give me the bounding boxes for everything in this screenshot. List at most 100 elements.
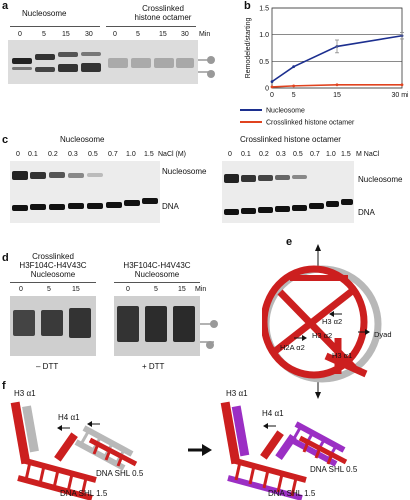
panel-f-diagram: H3 α1 H4 α1 DNA SHL 0.5 DNA SHL 1.5 [10, 389, 358, 500]
label-right-shl15: DNA SHL 1.5 [268, 489, 316, 498]
helix-red [324, 352, 368, 378]
nucleosome-icon [207, 70, 215, 78]
helix-h3a1 [220, 401, 241, 465]
data-point [292, 65, 296, 69]
gel-band [275, 175, 290, 180]
panel-a-group1-title: Nucleosome [22, 9, 67, 18]
gel-band [49, 204, 65, 210]
panel-a-bracket-right [106, 26, 196, 27]
gel-band [309, 203, 324, 209]
series-line [271, 84, 402, 88]
panel-c-left-label-bottom: DNA [162, 202, 179, 211]
gel-band [35, 54, 55, 60]
legend-label: Crosslinked histone octamer [266, 120, 355, 127]
y-tick-label: 1.0 [259, 32, 269, 39]
dna-ring-red [262, 265, 368, 379]
panel-c-left-lane: 1.5 [144, 151, 154, 158]
gel-band [35, 67, 55, 72]
y-tick-label: 0.5 [259, 59, 269, 66]
series-line [271, 34, 403, 83]
helix-h4a1 [260, 430, 284, 460]
panel-d-bracket-left [10, 282, 96, 283]
panel-d-left-title-line3: Nucleosome [30, 270, 76, 279]
panel-d-nucleosome-icons [200, 320, 218, 349]
label-right-shl05: DNA SHL 0.5 [310, 465, 358, 474]
label-h3a2: H3 α2 [322, 317, 342, 326]
gel-band [58, 64, 78, 72]
panel-c-left-lane: 0.1 [28, 151, 38, 158]
gel-band [30, 204, 46, 210]
y-tick-label: 1.5 [259, 6, 269, 13]
data-point [270, 85, 274, 89]
helix-grey [22, 405, 39, 453]
panel-a-gel [8, 40, 198, 84]
helix-h4a1 [54, 432, 78, 462]
panel-c-right-lane: 0.7 [310, 151, 320, 158]
arrow-head-icon [329, 311, 334, 317]
panel-e-label: e [286, 236, 293, 248]
panel-c-left-lane: 0.5 [88, 151, 98, 158]
panel-c-left-label-top: Nucleosome [162, 167, 207, 176]
panel-b-label: b [244, 0, 251, 12]
gel-band [176, 58, 194, 68]
gel-band [41, 310, 63, 336]
arrow-head-icon [315, 392, 321, 399]
panel-c-right-lane: 0.1 [241, 151, 251, 158]
panel-a-bracket-left [10, 26, 100, 27]
arrow-head-icon [302, 335, 307, 341]
gel-band [154, 58, 174, 68]
label-right-h4a1: H4 α1 [262, 409, 284, 418]
panel-c-right-lane: 0.3 [276, 151, 286, 158]
panel-a-lane: 0 [18, 31, 22, 38]
panel-c-left-lane: 0.3 [68, 151, 78, 158]
panel-a-nucleosome-icons [198, 56, 215, 78]
gel-band [12, 171, 28, 180]
gel-band [12, 58, 32, 64]
panel-d-right-title-line2: Nucleosome [134, 270, 180, 279]
nucleosome-icon [210, 320, 218, 328]
dna-ladder-red [227, 457, 307, 500]
panel-c-right-gel [222, 161, 354, 223]
gel-band [275, 206, 290, 212]
panel-d-right-lane: 5 [154, 286, 158, 293]
helix-red [271, 285, 359, 355]
arrow-head-icon [263, 423, 268, 429]
gel-band [58, 52, 78, 57]
panel-c-right-lane: 1.0 [326, 151, 336, 158]
gel-band [69, 308, 91, 338]
gel-band [87, 173, 103, 177]
panel-c-right-lane: 0.2 [259, 151, 269, 158]
gel-band [124, 200, 140, 206]
gel-band [142, 198, 158, 204]
label-left-h4a1: H4 α1 [58, 413, 80, 422]
x-tick-label: 30 min [391, 92, 408, 99]
panel-d-left-gel [10, 296, 96, 356]
panel-a-lane: 0 [113, 31, 117, 38]
panel-a-lane: 15 [159, 31, 167, 38]
gel-band [241, 208, 256, 214]
panel-d-left-condition: – DTT [36, 362, 59, 371]
panel-a-lane: 5 [42, 31, 46, 38]
panel-c-left-lane: 1.0 [126, 151, 136, 158]
label-right-h3a1: H3 α1 [226, 389, 248, 398]
panel-d-left-title-line2: H3F104C-H4V43C [19, 261, 87, 270]
panel-f-label: f [2, 380, 6, 392]
nucleosome-icon [206, 341, 214, 349]
gel-band [117, 306, 139, 342]
helix-purple [231, 405, 250, 457]
panel-c-right-lane: 0.5 [293, 151, 303, 158]
panel-f-right: H3 α1 H4 α1 DNA SHL 0.5 DNA SHL 1.5 [220, 389, 358, 500]
panel-a-group2-line2: histone octamer [134, 13, 192, 22]
gel-band [12, 67, 32, 70]
panel-c-right-lane: 1.5 [341, 151, 351, 158]
gel-band [108, 58, 128, 68]
panel-d-right-gel [114, 296, 200, 356]
data-point [335, 83, 339, 87]
label-dyad: Dyad [374, 330, 392, 339]
panel-c-right-unit: M NaCl [356, 151, 380, 158]
label-left-shl05: DNA SHL 0.5 [96, 469, 144, 478]
arrow-head-icon [315, 244, 321, 251]
nucleosome-icon [207, 56, 215, 64]
panel-d-bracket-right [114, 282, 200, 283]
gel-band [292, 205, 307, 211]
